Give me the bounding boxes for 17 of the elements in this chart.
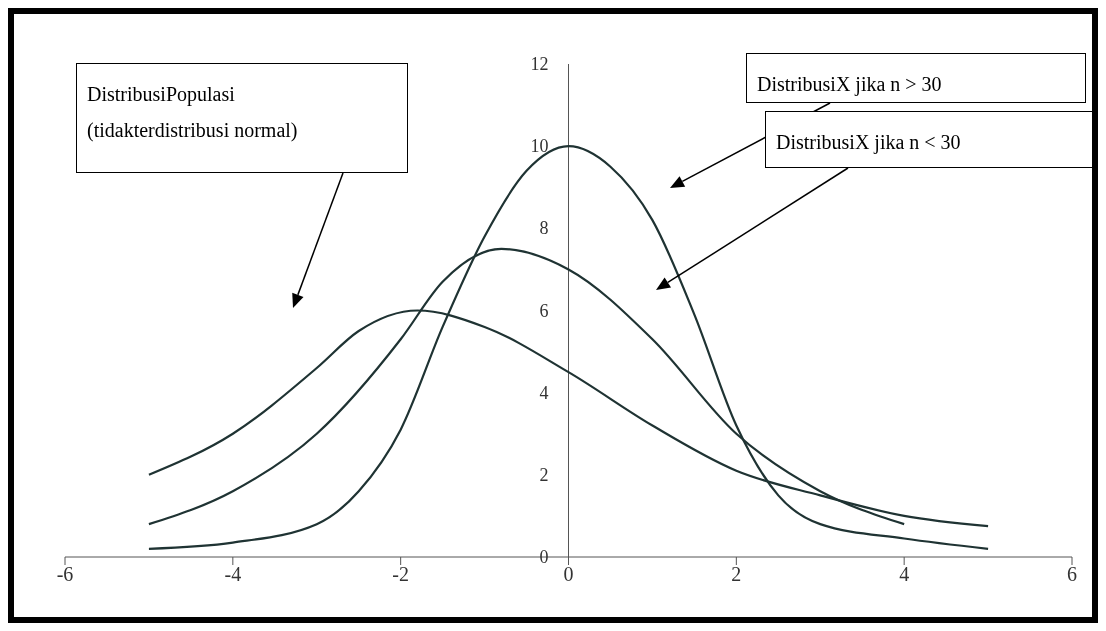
x-tick-label: -4 bbox=[224, 563, 242, 586]
y-tick-label: 6 bbox=[539, 300, 549, 321]
text-box: DistribusiX jika n > 30 bbox=[746, 53, 1086, 103]
y-tick-label: 8 bbox=[539, 218, 549, 239]
x-tick-label: 2 bbox=[731, 563, 742, 586]
x-tick-label: -2 bbox=[392, 563, 409, 586]
text-box: DistribusiPopulasi (tidakterdistribusi normal) bbox=[76, 63, 408, 173]
y-tick-label: 2 bbox=[539, 464, 549, 485]
x-tick-label: 4 bbox=[899, 563, 910, 586]
x-tick-label: -6 bbox=[56, 563, 74, 586]
y-tick-label: 12 bbox=[530, 54, 549, 74]
x-tick-label: 0 bbox=[563, 563, 574, 586]
text-box: DistribusiX jika n < 30 bbox=[765, 111, 1093, 168]
y-tick-label: 4 bbox=[539, 382, 549, 403]
x-tick-label: 6 bbox=[1067, 563, 1077, 586]
y-tick-label: 0 bbox=[539, 547, 549, 567]
y-tick-label: 10 bbox=[530, 136, 549, 157]
